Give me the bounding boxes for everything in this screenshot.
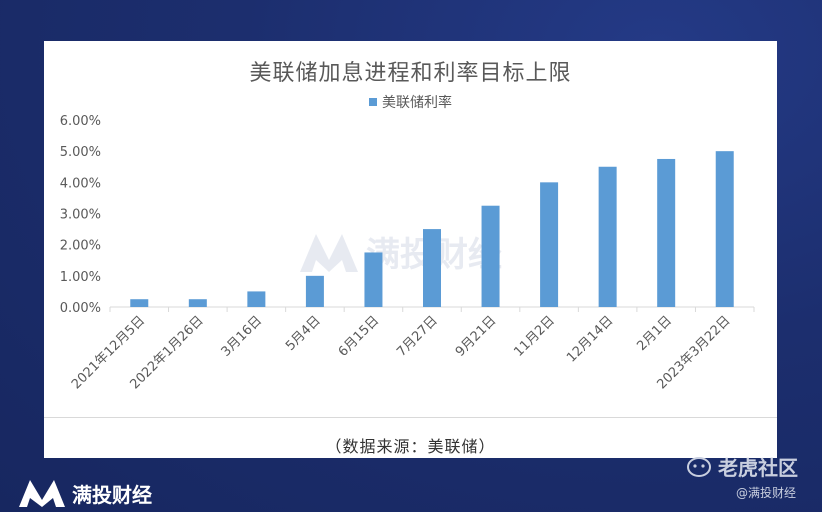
x-tick-label: 7月27日 — [394, 313, 441, 360]
bar — [247, 291, 266, 307]
bar — [598, 166, 617, 307]
tiger-icon — [687, 456, 711, 477]
bar — [188, 299, 207, 307]
legend-label: 美联储利率 — [382, 95, 452, 111]
bar — [305, 275, 324, 307]
y-tick-label: 4.00% — [60, 176, 101, 191]
divider — [44, 417, 777, 418]
y-tick-label: 6.00% — [60, 114, 101, 129]
bar — [364, 252, 383, 307]
bar — [540, 182, 559, 307]
bar — [130, 299, 149, 307]
x-tick-label: 6月15日 — [336, 313, 383, 360]
y-tick-label: 1.00% — [60, 270, 101, 285]
y-tick-label: 3.00% — [60, 208, 101, 223]
x-tick-label: 9月21日 — [453, 313, 500, 360]
y-tick-label: 2.00% — [60, 239, 101, 254]
chart-card: 美联储加息进程和利率目标上限 美联储利率 满投财经 0.00%1.00%2.00… — [44, 41, 777, 458]
bar — [481, 205, 500, 307]
source-note: （数据来源：美联储） — [325, 437, 496, 456]
x-tick-label: 5月4日 — [283, 313, 324, 354]
y-tick-label: 5.00% — [60, 145, 101, 160]
brand-logo-icon — [19, 480, 65, 507]
author-handle: @满投财经 — [736, 486, 797, 500]
x-tick-label: 3月16日 — [219, 313, 266, 360]
x-tick-label: 12月14日 — [564, 313, 616, 365]
x-tick-label: 11月2日 — [511, 313, 558, 360]
chart-title: 美联储加息进程和利率目标上限 — [249, 61, 572, 86]
chart-plot: 0.00%1.00%2.00%3.00%4.00%5.00%6.00%2021年… — [60, 114, 755, 392]
legend-swatch — [369, 98, 377, 106]
y-tick-label: 0.00% — [60, 301, 101, 316]
bar — [657, 158, 676, 307]
brand-logo: 满投财经 — [18, 478, 152, 508]
x-tick-label: 2月1日 — [634, 313, 675, 354]
bar — [715, 151, 734, 307]
watermark-logo-icon — [300, 233, 358, 272]
bar — [423, 229, 441, 307]
brand-name: 满投财经 — [72, 482, 152, 507]
community-logo: 老虎社区 — [686, 452, 798, 481]
community-name: 老虎社区 — [718, 456, 798, 480]
chart-legend: 美联储利率 — [44, 92, 777, 112]
